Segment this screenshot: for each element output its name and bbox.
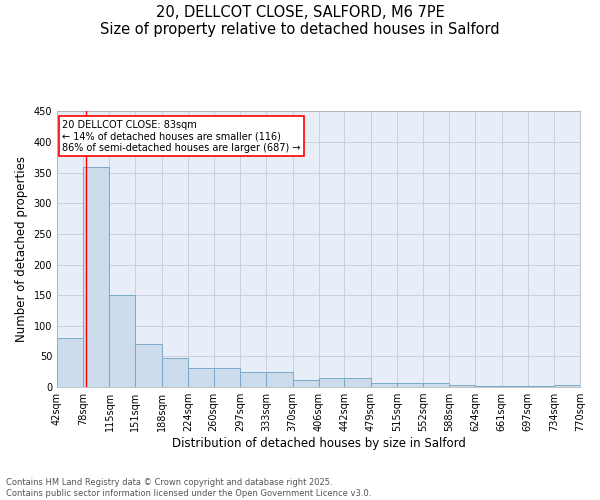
Text: Contains HM Land Registry data © Crown copyright and database right 2025.
Contai: Contains HM Land Registry data © Crown c… [6, 478, 371, 498]
Bar [188, 368, 214, 387]
Bar [344, 378, 371, 387]
Bar [554, 384, 580, 387]
Bar [57, 338, 83, 387]
Bar [83, 166, 109, 387]
Bar [475, 386, 502, 387]
Bar [162, 358, 188, 387]
Bar [397, 383, 424, 387]
Bar [136, 344, 162, 387]
Bar [449, 384, 475, 387]
Bar [502, 386, 527, 387]
Bar [527, 386, 554, 387]
Bar [371, 384, 397, 387]
Bar [319, 378, 344, 387]
Text: 20 DELLCOT CLOSE: 83sqm
← 14% of detached houses are smaller (116)
86% of semi-d: 20 DELLCOT CLOSE: 83sqm ← 14% of detache… [62, 120, 301, 153]
Bar [109, 295, 136, 387]
Bar [266, 372, 293, 387]
Y-axis label: Number of detached properties: Number of detached properties [15, 156, 28, 342]
Bar [240, 372, 266, 387]
X-axis label: Distribution of detached houses by size in Salford: Distribution of detached houses by size … [172, 437, 466, 450]
Bar [424, 383, 449, 387]
Bar [214, 368, 240, 387]
Text: 20, DELLCOT CLOSE, SALFORD, M6 7PE
Size of property relative to detached houses : 20, DELLCOT CLOSE, SALFORD, M6 7PE Size … [100, 5, 500, 38]
Bar [293, 380, 319, 387]
